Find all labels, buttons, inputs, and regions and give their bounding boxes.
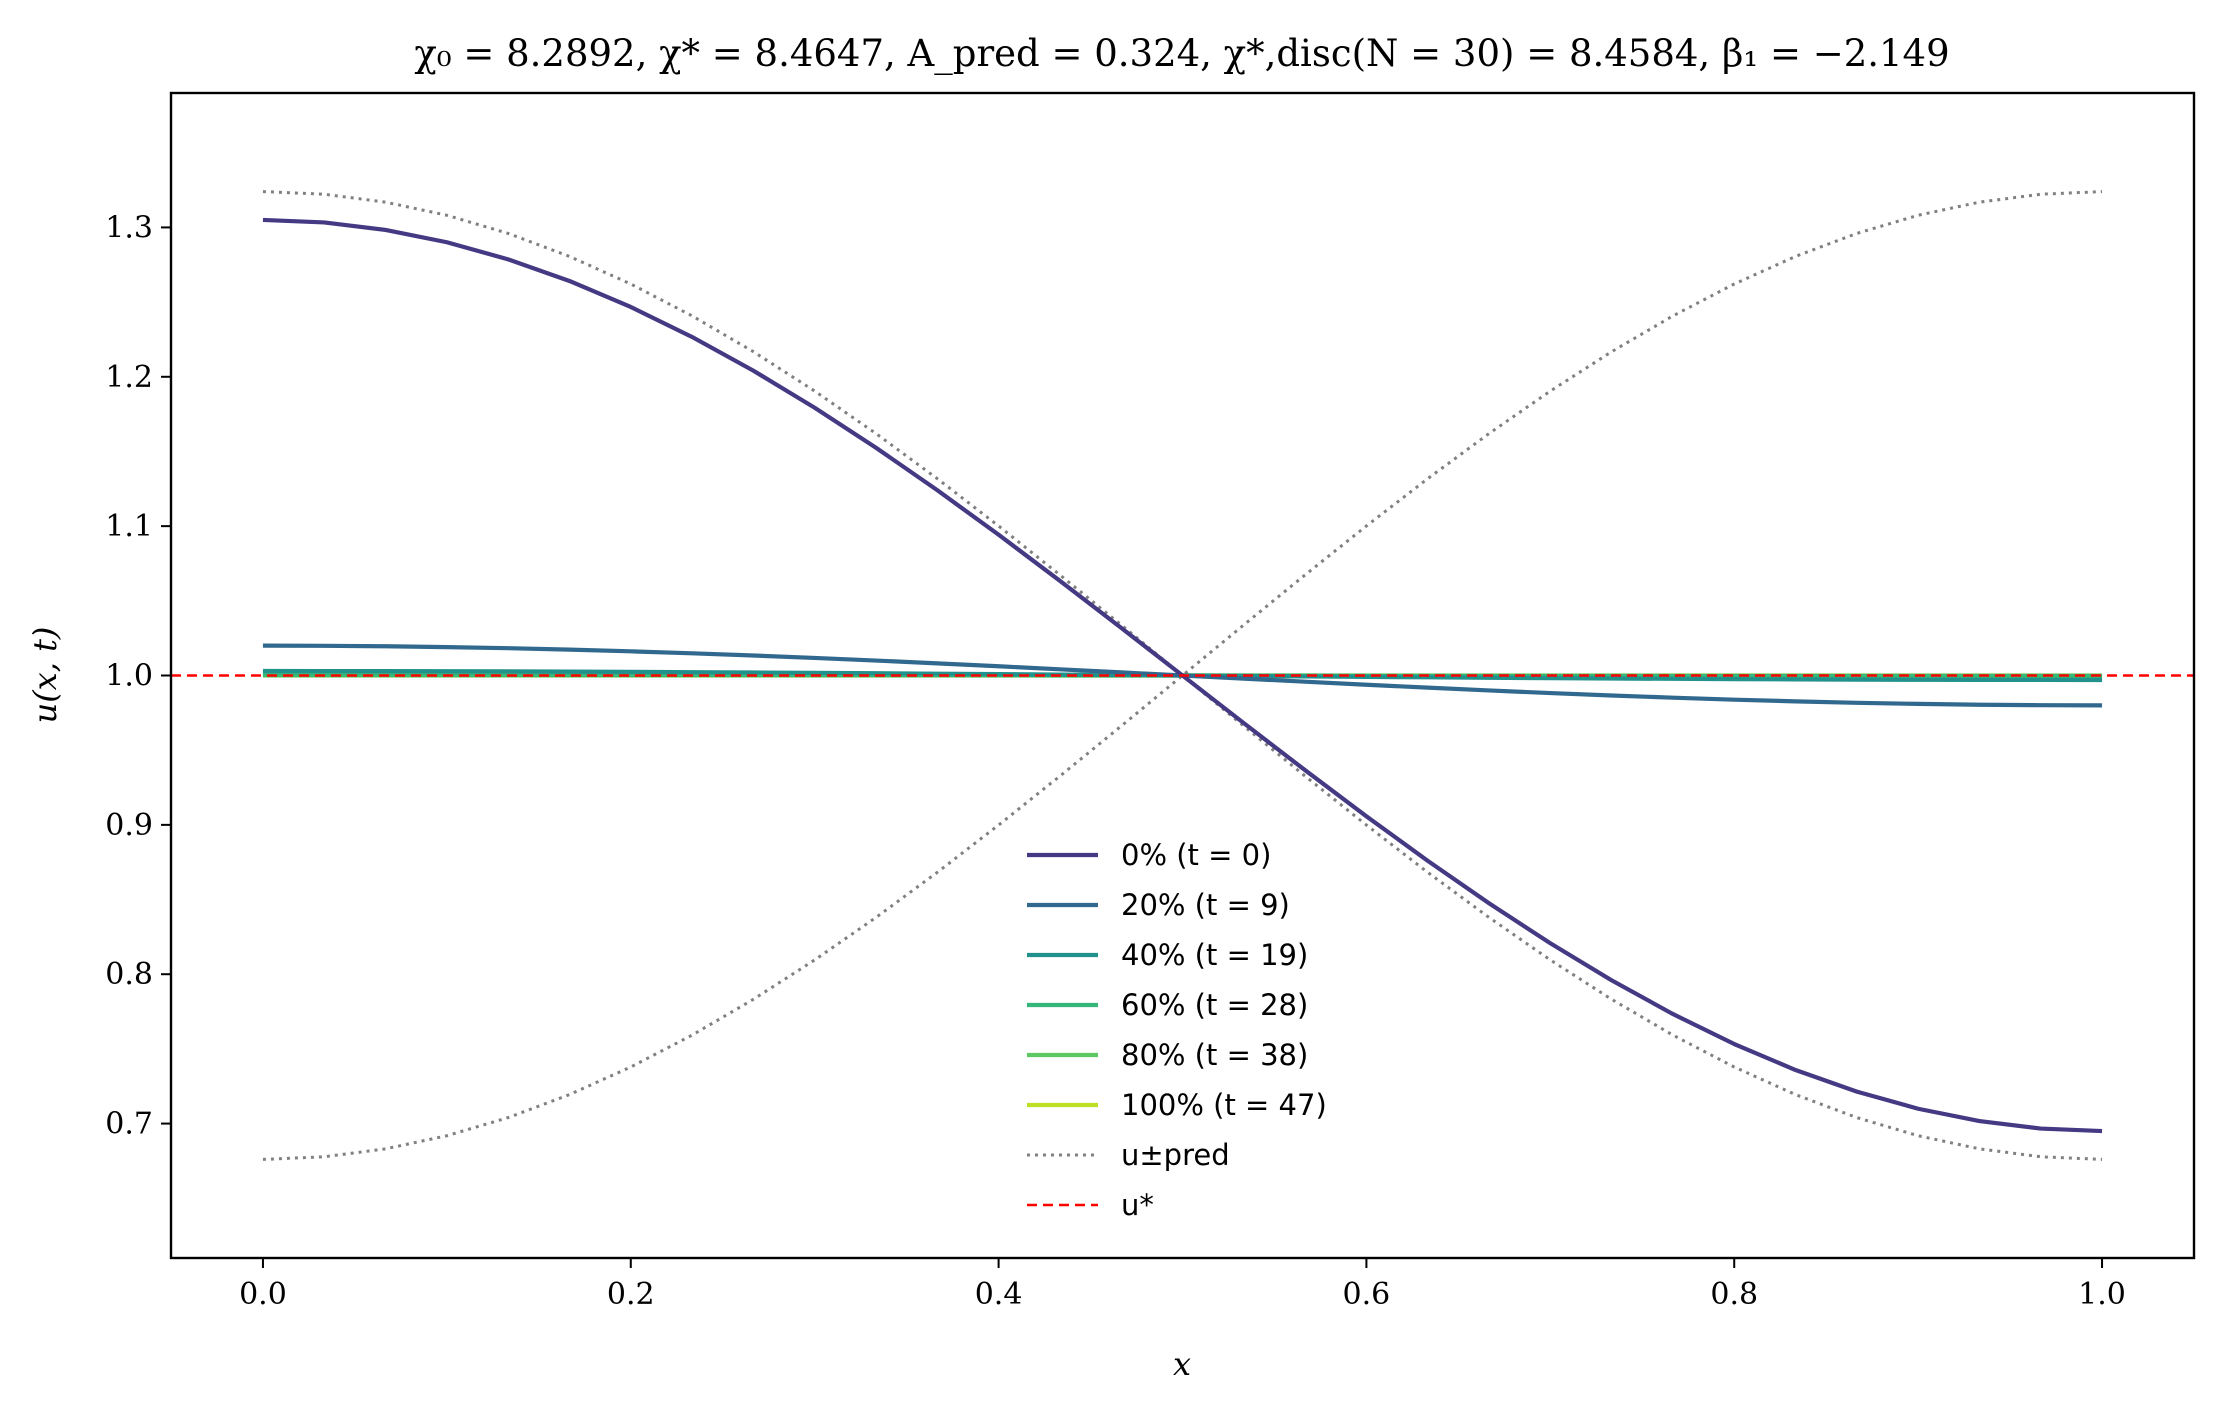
x-tick-label: 1.0 xyxy=(2078,1277,2126,1312)
x-axis: 0.0 0.2 0.4 0.6 0.8 1.0 xyxy=(239,1258,2126,1312)
y-axis-label: u(x, t) xyxy=(26,627,64,724)
x-tick-label: 0.6 xyxy=(1343,1277,1391,1312)
x-tick-label: 0.8 xyxy=(1710,1277,1758,1312)
legend-label-3: 60% (t = 28) xyxy=(1121,988,1308,1022)
series-layer xyxy=(171,190,2194,1161)
x-tick-label: 0.2 xyxy=(607,1277,655,1312)
y-tick-label: 0.8 xyxy=(105,957,153,992)
x-tick-label: 0.4 xyxy=(975,1277,1023,1312)
y-axis: 0.7 0.8 0.9 1.0 1.1 1.2 1.3 xyxy=(105,210,171,1142)
legend-label-2: 40% (t = 19) xyxy=(1121,938,1308,972)
legend-label-4: 80% (t = 38) xyxy=(1121,1038,1308,1072)
legend-label-0: 0% (t = 0) xyxy=(1121,838,1271,872)
legend: 0% (t = 0) 20% (t = 9) 40% (t = 19) 60% (t … xyxy=(1027,838,1327,1222)
y-tick-label: 0.9 xyxy=(105,808,153,843)
y-tick-label: 1.3 xyxy=(105,210,153,245)
y-tick-label: 1.0 xyxy=(105,659,153,694)
legend-label-7: u* xyxy=(1121,1188,1154,1222)
y-tick-label: 1.1 xyxy=(105,509,153,544)
y-tick-label: 1.2 xyxy=(105,360,153,395)
chart-title: χ₀ = 8.2892, χ* = 8.4647, A_pred = 0.324… xyxy=(414,32,1949,76)
legend-label-6: u±pred xyxy=(1121,1138,1230,1172)
legend-label-5: 100% (t = 47) xyxy=(1121,1088,1327,1122)
x-axis-label: x xyxy=(1173,1345,1191,1383)
x-tick-label: 0.0 xyxy=(239,1277,287,1312)
legend-label-1: 20% (t = 9) xyxy=(1121,888,1290,922)
y-tick-label: 0.7 xyxy=(105,1107,153,1142)
